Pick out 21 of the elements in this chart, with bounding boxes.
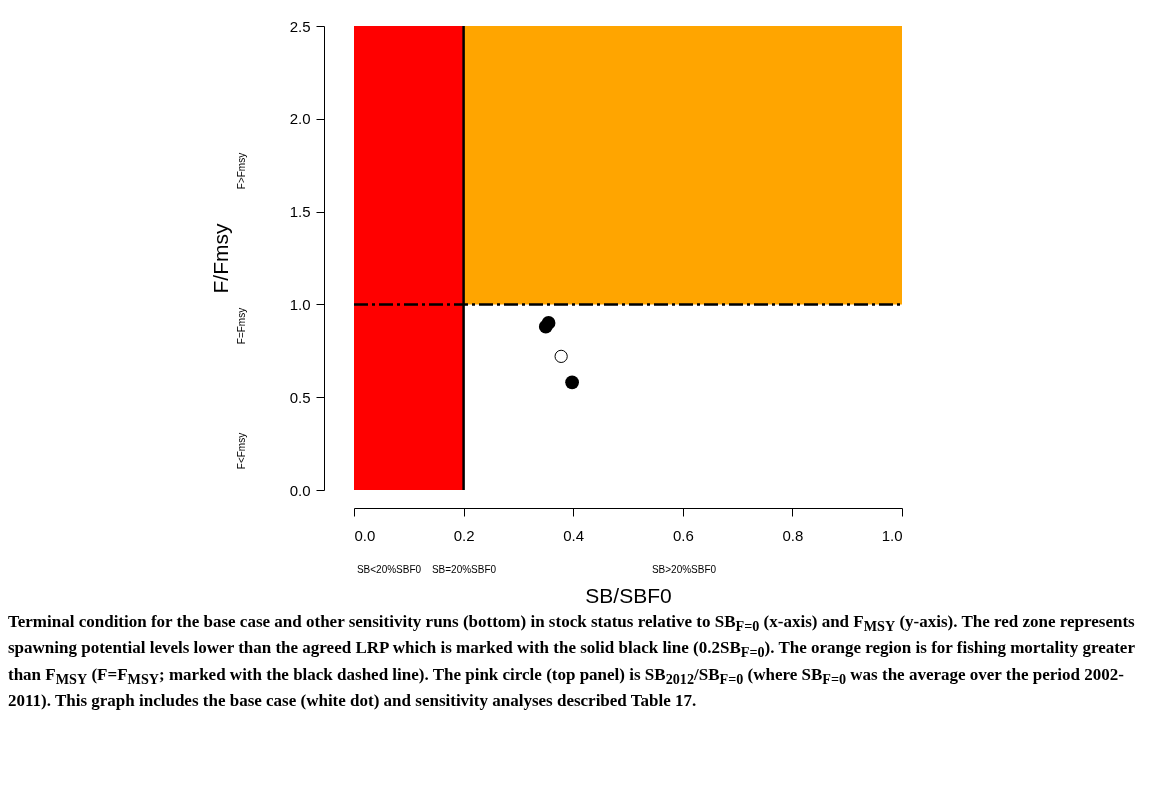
text: F=Fmsy [236, 307, 247, 345]
y-tick-label: 0.0 [289, 481, 311, 499]
x-tick-label: 0.6 [672, 526, 694, 544]
y-tick-label: 0.5 [289, 388, 311, 406]
text: SB<20%SBF0 [356, 564, 422, 575]
text: Terminal condition for the base case and other sensitivity runs (bottom) in stock status relative to SB$_{F=0}$ (x-axis) and F$_{MSY}$ (y-axis). The red zone represents spawning potential levels lower than the agreed LRP which is marked with the solid black line (0.2SB$_{F=0}$). The orange region is for fishing mortality greater than F$_{MSY}$ (F=F$_{MSY}$; marked with the black dashed line). The pink circle (top panel) is SB$_{2012}$/SB$_{F=0}$ (where SB$_{F=0}$ was the average over the period 2002-2011). This graph includes the base case (white dot) and sensitivity analyses described Table 17. [8, 612, 1135, 711]
x-tick-label: 0.0 [354, 526, 376, 544]
y-tick-label: 1.0 [289, 295, 311, 313]
text: SB>20%SBF0 [651, 564, 717, 575]
text: SB=20%SBF0 [431, 564, 497, 575]
text: F<Fmsy [236, 432, 247, 470]
y-tick-label: 1.5 [289, 203, 311, 221]
x-tick-label: 0.8 [782, 526, 804, 544]
y-axis-title: F/Fmsy [208, 223, 232, 294]
y-tick-label: 2.0 [289, 110, 311, 128]
x-tick-label: 0.2 [453, 526, 475, 544]
x-tick-label: 0.4 [563, 526, 585, 544]
text: F>Fmsy [236, 152, 247, 190]
y-tick-label: 2.5 [289, 17, 311, 35]
x-tick-label: 1.0 [881, 526, 903, 544]
x-axis-title: SB/SBF0 [585, 583, 672, 607]
